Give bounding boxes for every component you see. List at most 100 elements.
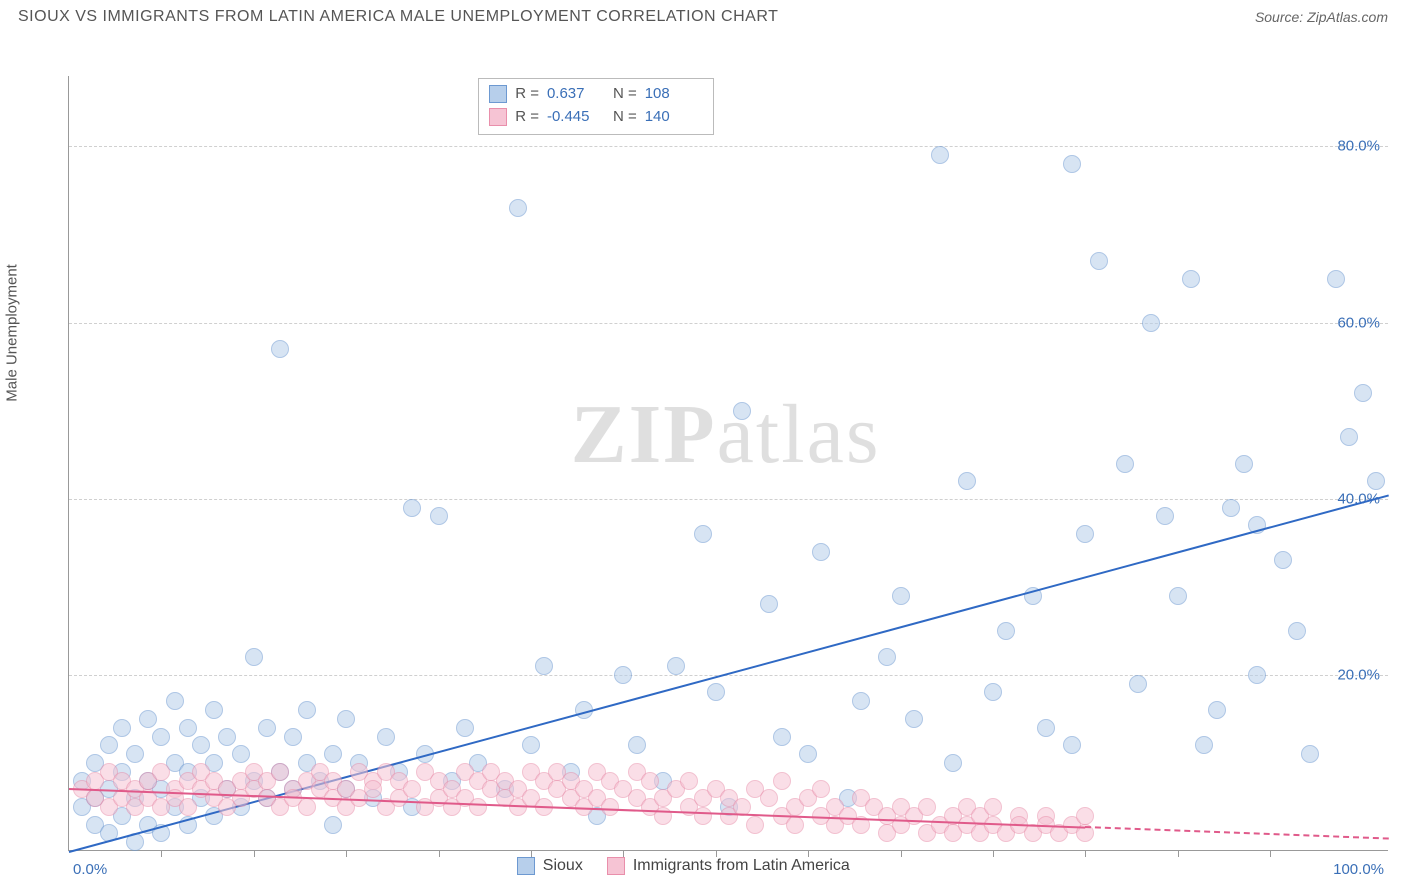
data-point	[707, 683, 725, 701]
data-point	[812, 780, 830, 798]
gridline	[69, 146, 1388, 147]
trend-line	[1085, 826, 1389, 840]
data-point	[601, 798, 619, 816]
data-point	[944, 754, 962, 772]
x-tick-mark	[993, 850, 994, 857]
x-tick-mark	[161, 850, 162, 857]
y-tick-label: 60.0%	[1337, 314, 1380, 331]
data-point	[1076, 807, 1094, 825]
stat-label: R =	[515, 83, 539, 106]
data-point	[905, 710, 923, 728]
data-point	[298, 701, 316, 719]
data-point	[878, 648, 896, 666]
legend-label: Sioux	[543, 857, 583, 875]
data-point	[113, 719, 131, 737]
chart-container: Male Unemployment ZIPatlas R =0.637N =10…	[18, 32, 1388, 891]
data-point	[377, 728, 395, 746]
data-point	[1367, 472, 1385, 490]
data-point	[1274, 551, 1292, 569]
data-point	[271, 763, 289, 781]
data-point	[1327, 270, 1345, 288]
data-point	[1195, 736, 1213, 754]
data-point	[1142, 314, 1160, 332]
legend-item: Immigrants from Latin America	[607, 857, 850, 875]
data-point	[469, 798, 487, 816]
data-point	[1288, 622, 1306, 640]
x-tick-label: 0.0%	[73, 861, 107, 878]
data-point	[997, 622, 1015, 640]
data-point	[931, 146, 949, 164]
gridline	[69, 499, 1388, 500]
data-point	[126, 745, 144, 763]
data-point	[694, 525, 712, 543]
stat-label: N =	[613, 83, 637, 106]
stat-label: N =	[613, 106, 637, 129]
x-tick-mark	[439, 850, 440, 857]
data-point	[324, 816, 342, 834]
data-point	[984, 683, 1002, 701]
r-value: 0.637	[547, 83, 605, 106]
x-tick-mark	[901, 850, 902, 857]
data-point	[218, 728, 236, 746]
plot-area: ZIPatlas R =0.637N =108R =-0.445N =140 2…	[68, 76, 1388, 851]
x-tick-label: 100.0%	[1333, 861, 1384, 878]
x-tick-mark	[254, 850, 255, 857]
series-legend: Sioux Immigrants from Latin America	[517, 857, 850, 875]
data-point	[152, 728, 170, 746]
data-point	[984, 798, 1002, 816]
gridline	[69, 323, 1388, 324]
data-point	[958, 472, 976, 490]
data-point	[509, 199, 527, 217]
data-point	[205, 701, 223, 719]
stat-label: R =	[515, 106, 539, 129]
data-point	[1354, 384, 1372, 402]
data-point	[535, 657, 553, 675]
data-point	[694, 807, 712, 825]
data-point	[641, 772, 659, 790]
watermark: ZIPatlas	[571, 386, 881, 483]
data-point	[403, 499, 421, 517]
x-tick-mark	[1178, 850, 1179, 857]
data-point	[337, 710, 355, 728]
source-attribution: Source: ZipAtlas.com	[1255, 9, 1388, 25]
data-point	[179, 719, 197, 737]
x-tick-mark	[716, 850, 717, 857]
data-point	[1301, 745, 1319, 763]
n-value: 108	[645, 83, 703, 106]
data-point	[1340, 428, 1358, 446]
data-point	[152, 763, 170, 781]
data-point	[192, 736, 210, 754]
data-point	[1248, 666, 1266, 684]
data-point	[1156, 507, 1174, 525]
y-axis-label: Male Unemployment	[4, 264, 21, 402]
legend-label: Immigrants from Latin America	[633, 857, 850, 875]
data-point	[245, 648, 263, 666]
data-point	[812, 543, 830, 561]
data-point	[667, 657, 685, 675]
data-point	[284, 728, 302, 746]
data-point	[1063, 155, 1081, 173]
series-swatch	[489, 85, 507, 103]
series-swatch	[489, 108, 507, 126]
data-point	[773, 728, 791, 746]
data-point	[179, 798, 197, 816]
data-point	[1116, 455, 1134, 473]
data-point	[1208, 701, 1226, 719]
correlation-legend: R =0.637N =108R =-0.445N =140	[478, 78, 714, 135]
gridline	[69, 675, 1388, 676]
x-tick-mark	[808, 850, 809, 857]
data-point	[773, 772, 791, 790]
data-point	[1037, 719, 1055, 737]
data-point	[786, 816, 804, 834]
y-tick-label: 80.0%	[1337, 138, 1380, 155]
data-point	[271, 340, 289, 358]
data-point	[430, 507, 448, 525]
data-point	[1235, 455, 1253, 473]
data-point	[760, 595, 778, 613]
data-point	[364, 780, 382, 798]
x-tick-mark	[531, 850, 532, 857]
x-tick-mark	[623, 850, 624, 857]
data-point	[100, 736, 118, 754]
r-value: -0.445	[547, 106, 605, 129]
data-point	[628, 736, 646, 754]
